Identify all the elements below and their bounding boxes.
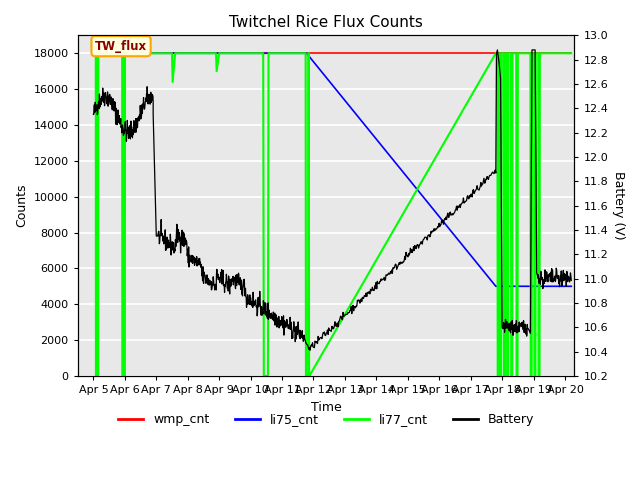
Y-axis label: Counts: Counts [15,184,28,228]
Title: Twitchel Rice Flux Counts: Twitchel Rice Flux Counts [229,15,423,30]
Text: TW_flux: TW_flux [95,40,147,53]
Y-axis label: Battery (V): Battery (V) [612,171,625,240]
Legend: wmp_cnt, li75_cnt, li77_cnt, Battery: wmp_cnt, li75_cnt, li77_cnt, Battery [113,408,539,431]
X-axis label: Time: Time [310,400,342,413]
